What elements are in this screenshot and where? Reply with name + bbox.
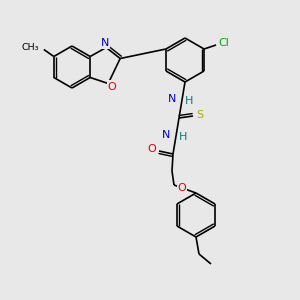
- Text: O: O: [178, 183, 186, 193]
- Text: H: H: [185, 96, 193, 106]
- Text: Cl: Cl: [219, 38, 230, 48]
- Text: CH₃: CH₃: [21, 43, 39, 52]
- Text: N: N: [168, 94, 176, 104]
- Text: O: O: [148, 144, 156, 154]
- Text: N: N: [162, 130, 170, 140]
- Text: S: S: [196, 110, 204, 120]
- Text: H: H: [179, 132, 187, 142]
- Text: N: N: [101, 38, 110, 47]
- Text: O: O: [108, 82, 117, 92]
